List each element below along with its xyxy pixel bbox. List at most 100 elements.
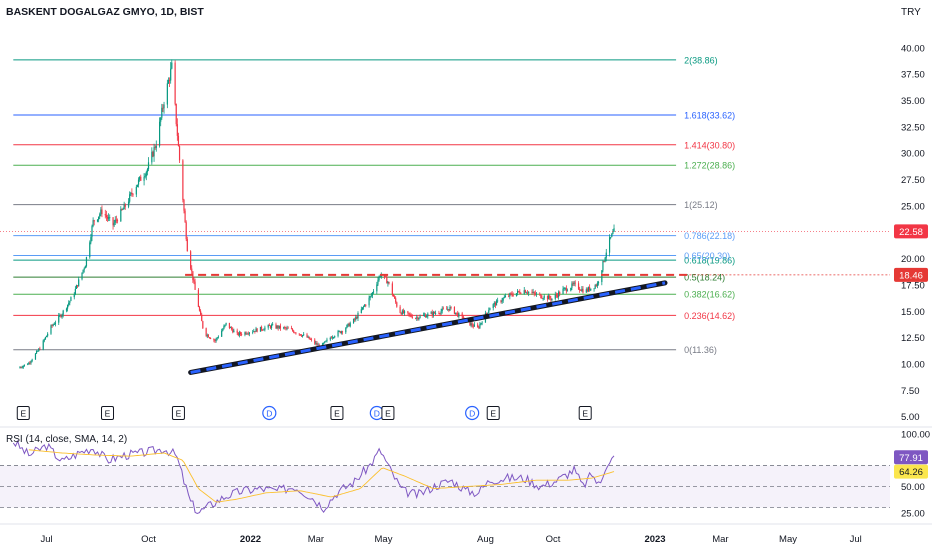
candle-body	[399, 306, 401, 313]
candles	[19, 59, 615, 369]
candle-body	[585, 289, 587, 293]
candle-body	[430, 312, 432, 314]
candle-body	[113, 222, 115, 226]
candle-body	[244, 332, 246, 335]
candle-body	[194, 281, 196, 290]
x-tick-label: 2023	[644, 534, 665, 545]
candle-body	[209, 337, 212, 339]
candle-body	[495, 300, 498, 306]
candle-body	[308, 336, 310, 340]
candle-body	[85, 257, 88, 267]
candle-body	[247, 333, 249, 335]
candle-body	[96, 219, 99, 222]
candle-body	[50, 325, 52, 334]
candle-body	[129, 194, 131, 202]
rsi-value-badge-text: 77.91	[899, 453, 923, 464]
candle-body	[542, 298, 544, 300]
x-tick-label: Mar	[712, 534, 728, 545]
candle-body	[123, 204, 125, 210]
candle-body	[533, 291, 535, 294]
candle-body	[589, 287, 591, 291]
candle-body	[526, 292, 529, 294]
candle-body	[162, 107, 164, 109]
candle-body	[175, 103, 177, 125]
x-tick-label: 2022	[240, 534, 261, 545]
candle-body	[205, 328, 207, 336]
candle-body	[295, 332, 297, 334]
candle-body	[155, 145, 157, 149]
candle-body	[223, 326, 225, 330]
earnings-marker[interactable]	[330, 406, 344, 420]
earnings-marker[interactable]	[16, 406, 30, 420]
candle-body	[269, 325, 272, 328]
earnings-marker[interactable]	[578, 406, 592, 420]
candle-body	[81, 272, 83, 280]
candle-body	[396, 302, 398, 307]
candle-body	[109, 217, 111, 219]
fib-level-label: 1.414(30.80)	[684, 140, 735, 150]
candle-body	[423, 314, 426, 316]
candle-body	[479, 324, 481, 328]
candle-body	[290, 328, 293, 330]
candle-body	[301, 335, 304, 337]
candle-body	[286, 327, 288, 329]
candle-body	[70, 297, 72, 302]
candle-body	[201, 314, 203, 322]
candle-body	[478, 327, 480, 329]
candle-body	[147, 162, 150, 170]
candle-body	[292, 329, 294, 331]
candle-body	[30, 361, 32, 363]
candle-body	[532, 291, 534, 293]
candle-body	[115, 219, 117, 221]
candle-body	[613, 228, 615, 232]
rsi-y-tick-label: 25.00	[901, 508, 925, 519]
candle-body	[524, 290, 526, 293]
candle-body	[314, 339, 316, 344]
earnings-marker-label: E	[582, 408, 588, 418]
candle-body	[143, 176, 145, 181]
candle-body	[317, 344, 319, 346]
candle-body	[346, 324, 348, 329]
candle-body	[279, 325, 282, 329]
candle-body	[453, 306, 456, 314]
candle-body	[298, 333, 300, 335]
candle-body	[462, 316, 464, 321]
candle-body	[612, 231, 614, 234]
candle-body	[502, 298, 504, 301]
candle-body	[407, 311, 409, 313]
candle-body	[137, 179, 140, 185]
candle-body	[385, 276, 387, 278]
candle-body	[471, 323, 473, 326]
earnings-marker[interactable]	[381, 406, 395, 420]
trend-line[interactable]	[190, 281, 666, 374]
candle-body	[245, 332, 247, 335]
candle-body	[92, 220, 94, 227]
candle-body	[186, 239, 188, 252]
candle-body	[488, 310, 490, 313]
candle-body	[207, 334, 209, 338]
candle-body	[167, 80, 170, 84]
earnings-marker[interactable]	[171, 406, 185, 420]
rsi-y-tick-label: 50.00	[901, 482, 925, 493]
candle-body	[470, 323, 472, 326]
candle-body	[425, 314, 427, 318]
y-tick-label: 37.50	[901, 70, 925, 81]
candle-body	[75, 285, 78, 289]
dividend-marker-label: D	[266, 408, 272, 418]
candle-body	[229, 327, 232, 329]
dividend-marker[interactable]	[262, 405, 277, 421]
candle-body	[357, 312, 359, 319]
candle-body	[597, 282, 600, 284]
candle-body	[411, 316, 413, 319]
fib-level-label: 2(38.86)	[684, 55, 718, 65]
currency-label: TRY	[901, 7, 921, 18]
dividend-marker[interactable]	[465, 405, 480, 421]
candle-body	[438, 313, 440, 314]
earnings-marker[interactable]	[486, 406, 500, 420]
candle-body	[494, 302, 497, 306]
earnings-marker[interactable]	[101, 406, 115, 420]
candle-body	[456, 312, 458, 314]
candle-body	[309, 339, 311, 340]
candle-body	[556, 295, 559, 297]
candle-body	[62, 310, 64, 315]
